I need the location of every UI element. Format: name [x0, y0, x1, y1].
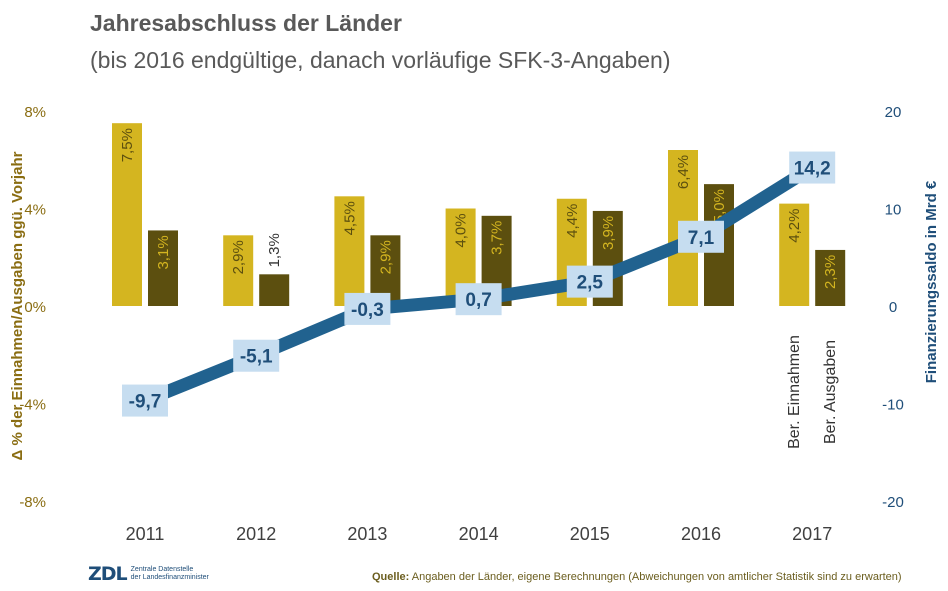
ausgaben-data-label: 3,1% — [155, 235, 172, 269]
source-label: Quelle: — [372, 571, 410, 583]
x-tick-label: 2014 — [459, 524, 499, 544]
x-tick-label: 2017 — [792, 524, 832, 544]
saldo-label-box — [122, 384, 168, 417]
saldo-label-box — [455, 283, 502, 316]
legend-einnahmen: Ber. Einnahmen — [786, 335, 803, 449]
y-left-tick-label: 8% — [24, 104, 46, 121]
logo-mark: ZDL — [88, 563, 128, 585]
saldo-data-label: -9,7 — [129, 392, 162, 413]
ausgaben-data-label: 3,9% — [600, 216, 617, 250]
saldo-label-box — [678, 220, 724, 253]
y-left-tick-label: -8% — [19, 494, 46, 511]
y-right-axis-title: Finanzierungssaldo in Mrd € — [923, 180, 940, 383]
einnahmen-data-label: 4,0% — [453, 213, 470, 247]
x-tick-label: 2011 — [126, 524, 165, 544]
zdl-logo: ZDL Zentrale Datenstelle der Landesfinan… — [88, 563, 209, 585]
einnahmen-data-label: 4,5% — [341, 201, 358, 235]
saldo-label-box — [233, 339, 280, 372]
x-tick-label: 2015 — [570, 524, 610, 544]
einnahmen-data-label: 4,4% — [564, 204, 581, 238]
einnahmen-bar — [112, 123, 142, 306]
einnahmen-data-label: 6,4% — [675, 155, 692, 189]
saldo-label-box — [344, 292, 391, 325]
saldo-data-label: 2,5 — [577, 273, 604, 294]
legend-ausgaben: Ber. Ausgaben — [822, 340, 839, 444]
einnahmen-bar — [334, 196, 365, 306]
einnahmen-data-label: 2,9% — [230, 240, 247, 274]
saldo-data-label: -0,3 — [351, 300, 384, 321]
y-left-tick-label: 0% — [24, 299, 46, 316]
source-note: Quelle: Angaben der Länder, eigene Berec… — [372, 571, 902, 583]
chart-subtitle: (bis 2016 endgültige, danach vorläufige … — [90, 47, 671, 73]
chart-title: Jahresabschluss der Länder — [90, 10, 402, 36]
logo-line-2: der Landesfinanzminister — [130, 574, 209, 581]
ausgaben-data-label: 2,9% — [377, 240, 394, 274]
saldo-data-label: 14,2 — [794, 159, 831, 180]
ausgaben-data-label: 5,0% — [711, 189, 728, 223]
ausgaben-bar — [148, 230, 178, 306]
ausgaben-bar — [259, 274, 290, 306]
ausgaben-data-label: 2,3% — [822, 255, 839, 289]
ausgaben-data-label: 1,3% — [266, 233, 283, 267]
logo-text: Zentrale Datenstelle der Landesfinanzmin… — [131, 566, 209, 582]
einnahmen-bar — [223, 235, 254, 306]
y-left-tick-label: -4% — [19, 397, 46, 414]
saldo-label-box — [789, 151, 836, 184]
x-tick-label: 2012 — [236, 524, 276, 544]
einnahmen-data-label: 4,2% — [786, 209, 803, 243]
ausgaben-data-label: 3,7% — [489, 221, 506, 255]
saldo-label-box — [566, 265, 613, 298]
y-right-tick-label: 20 — [885, 104, 902, 121]
einnahmen-data-label: 7,5% — [119, 128, 136, 162]
einnahmen-bar — [779, 203, 810, 306]
y-left-axis-title: Δ % der Einnahmen/Ausgaben ggü. Vorjahr — [9, 151, 26, 460]
ausgaben-bar — [815, 249, 846, 306]
y-right-tick-label: -20 — [882, 494, 904, 511]
y-right-tick-label: -10 — [882, 397, 904, 414]
x-tick-label: 2016 — [681, 524, 721, 544]
saldo-data-label: 7,1 — [688, 228, 715, 249]
source-text: Angaben der Länder, eigene Berechnungen … — [411, 571, 902, 583]
saldo-data-label: 0,7 — [465, 290, 491, 311]
saldo-data-label: -5,1 — [240, 347, 273, 368]
y-right-tick-label: 0 — [889, 299, 897, 316]
y-right-tick-label: 10 — [885, 202, 902, 219]
y-left-tick-label: 4% — [24, 202, 46, 219]
x-tick-label: 2013 — [347, 524, 387, 544]
logo-line-1: Zentrale Datenstelle — [130, 566, 194, 573]
